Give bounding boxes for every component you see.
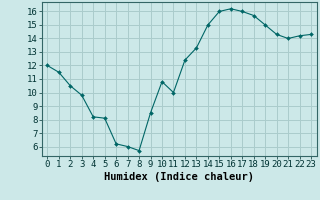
X-axis label: Humidex (Indice chaleur): Humidex (Indice chaleur) [104, 172, 254, 182]
